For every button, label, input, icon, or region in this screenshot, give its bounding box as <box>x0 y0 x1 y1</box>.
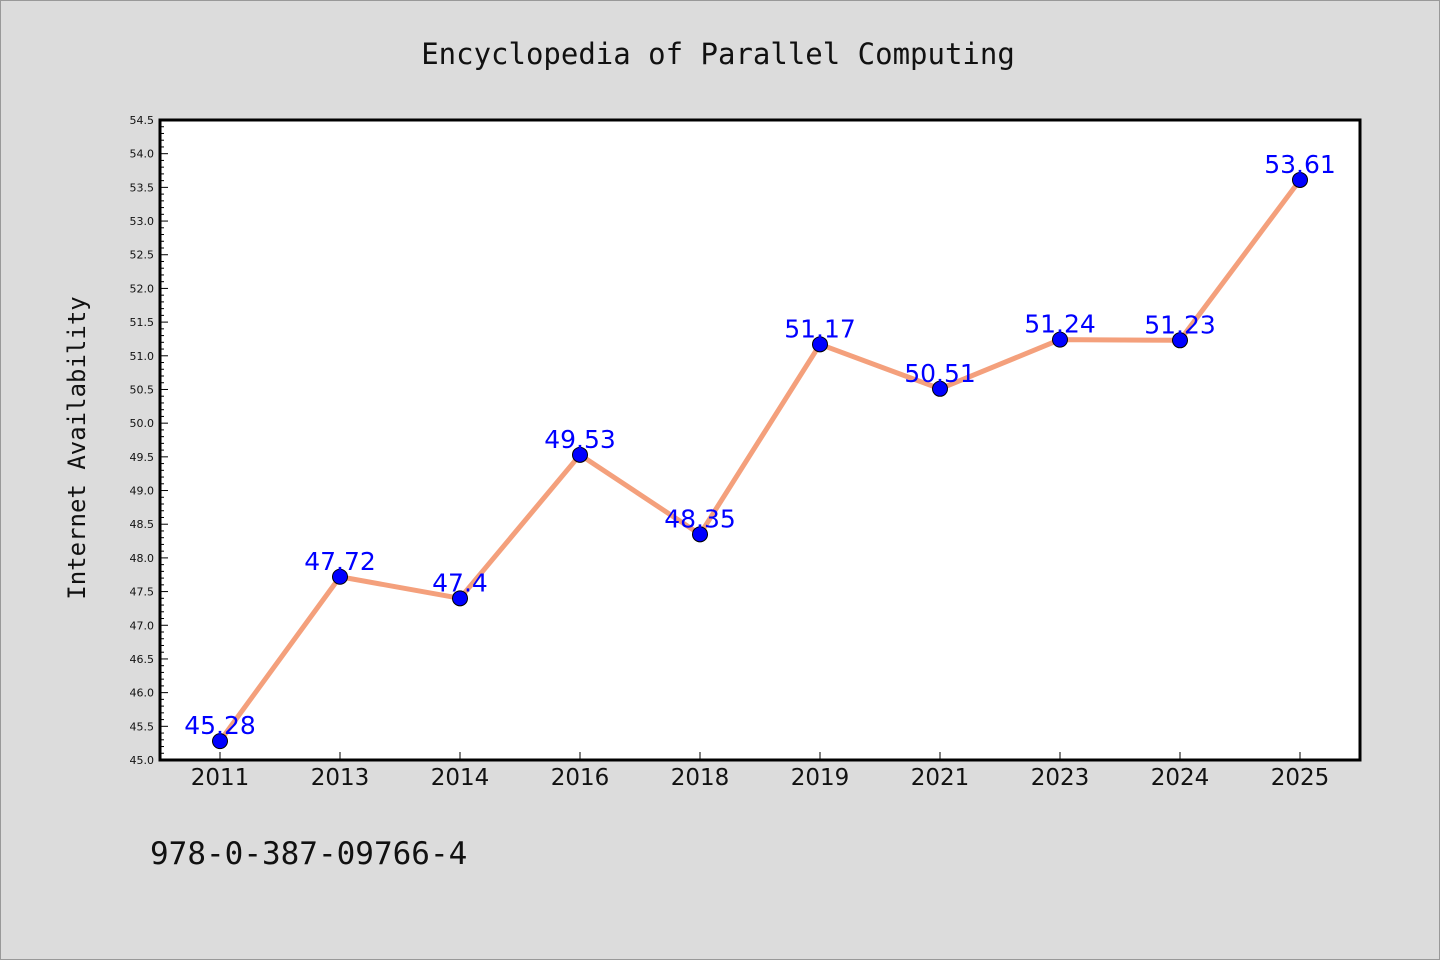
y-tick-label: 52.5 <box>130 249 155 262</box>
series-line <box>217 178 1303 743</box>
y-tick-label: 49.5 <box>130 451 155 464</box>
y-tick-label: 51.5 <box>130 316 155 329</box>
y-axis: 45.0 45.5 46.0 46.5 47.0 47.5 48.0 48.5 49.0 49.5… <box>130 114 168 767</box>
y-tick-label: 53.0 <box>130 215 155 228</box>
y-tick-label: 51.0 <box>130 350 155 363</box>
data-point <box>452 590 468 607</box>
y-tick-label: 54.0 <box>130 148 155 161</box>
y-tick-label: 49.0 <box>130 485 155 498</box>
x-tick-label: 2016 <box>551 765 610 791</box>
data-labels: 45.28 47.72 47.4 49.53 48.35 51.17 50.51 51.24 5… <box>184 150 1336 740</box>
data-label: 48.35 <box>664 504 736 533</box>
chart-title: Encyclopedia of Parallel Computing <box>421 37 1015 71</box>
data-label: 49.53 <box>544 425 616 454</box>
data-point <box>812 336 828 353</box>
plot-area <box>158 118 1362 762</box>
x-tick-label: 2025 <box>1271 765 1330 791</box>
data-point <box>1052 331 1068 348</box>
x-tick-label: 2023 <box>1031 765 1090 791</box>
y-tick-label: 45.5 <box>130 720 155 733</box>
y-tick-label: 46.5 <box>130 653 155 666</box>
y-tick-label: 48.5 <box>130 518 155 531</box>
data-label: 51.17 <box>784 314 856 343</box>
x-tick-label: 2013 <box>311 765 370 791</box>
x-tick-label: 2021 <box>911 765 970 791</box>
data-label: 51.24 <box>1024 310 1096 339</box>
y-tick-label: 47.0 <box>130 619 155 632</box>
y-axis-label: Internet Availability <box>63 296 91 599</box>
data-point <box>932 380 948 397</box>
x-axis: 2011 2013 2014 2016 2018 2019 2021 2023 2024 2025 <box>191 752 1330 791</box>
x-tick-label: 2014 <box>431 765 490 791</box>
data-label: 45.28 <box>184 711 256 740</box>
y-tick-label: 46.0 <box>130 687 155 700</box>
data-label: 53.61 <box>1264 150 1336 179</box>
y-tick-label: 53.5 <box>130 181 155 194</box>
y-tick-label: 50.0 <box>130 417 155 430</box>
y-tick-label: 45.0 <box>130 754 155 767</box>
x-tick-label: 2018 <box>671 765 730 791</box>
x-tick-label: 2019 <box>791 765 850 791</box>
isbn-footer: 978-0-387-09766-4 <box>150 836 467 872</box>
data-label: 51.23 <box>1144 310 1216 339</box>
data-point <box>572 446 588 463</box>
y-tick-label: 52.0 <box>130 282 155 295</box>
y-tick-label: 48.0 <box>130 552 155 565</box>
y-tick-label: 47.5 <box>130 586 155 599</box>
data-point <box>332 568 348 585</box>
x-tick-label: 2011 <box>191 765 250 791</box>
data-label: 50.51 <box>904 359 976 388</box>
x-tick-label: 2024 <box>1151 765 1210 791</box>
data-point <box>1292 171 1308 188</box>
data-point <box>1172 332 1188 349</box>
y-tick-label: 54.5 <box>130 114 155 127</box>
data-label: 47.4 <box>432 568 488 597</box>
y-tick-label: 50.5 <box>130 383 155 396</box>
data-label: 47.72 <box>304 547 376 576</box>
data-point <box>692 526 708 543</box>
data-markers <box>212 171 1308 750</box>
data-point <box>212 733 228 750</box>
